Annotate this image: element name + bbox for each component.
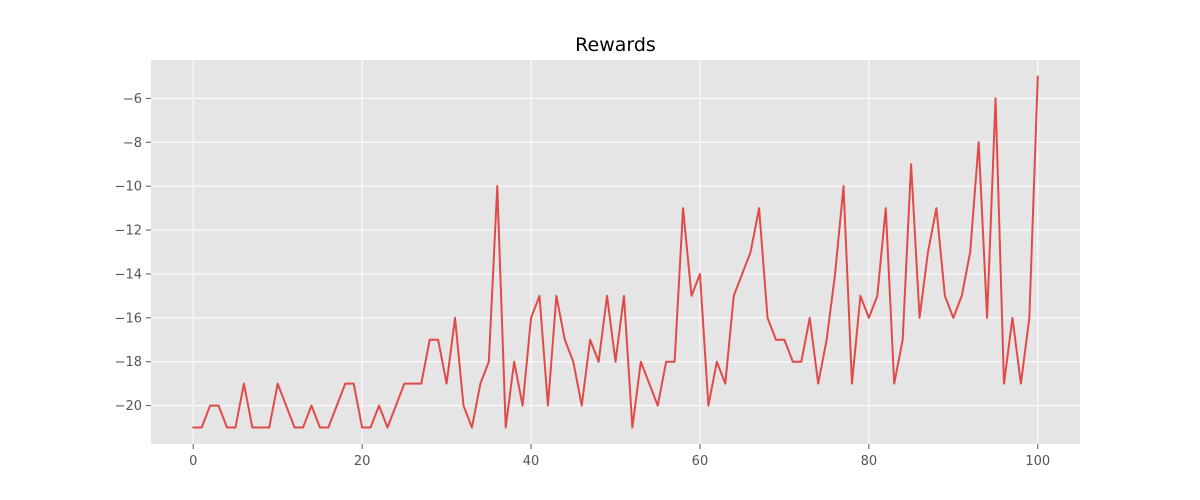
y-tick-label: −18 xyxy=(115,355,142,370)
x-tick-label: 100 xyxy=(1025,454,1050,469)
y-tick-label: −10 xyxy=(115,180,142,195)
x-tick-label: 40 xyxy=(523,454,540,469)
rewards-series-line xyxy=(192,75,1039,429)
plot-area xyxy=(151,60,1080,444)
y-tick-label: −6 xyxy=(123,92,142,107)
x-tick-label: 60 xyxy=(692,454,709,469)
x-tick-label: 80 xyxy=(861,454,878,469)
series-layer xyxy=(192,75,1039,429)
y-tick-label: −8 xyxy=(123,136,142,151)
y-tick-label: −20 xyxy=(115,399,142,414)
y-tick-label: −16 xyxy=(115,311,142,326)
x-tick-label: 20 xyxy=(354,454,371,469)
y-tick-label: −14 xyxy=(115,267,142,282)
chart-title: Rewards xyxy=(575,34,656,56)
x-axis-ticks: 0 20 40 60 80 100 xyxy=(189,444,1050,469)
x-tick-label: 0 xyxy=(189,454,197,469)
y-axis-ticks: −20 −18 −16 −14 −12 −10 −8 −6 xyxy=(115,92,151,414)
y-tick-label: −12 xyxy=(115,224,142,239)
